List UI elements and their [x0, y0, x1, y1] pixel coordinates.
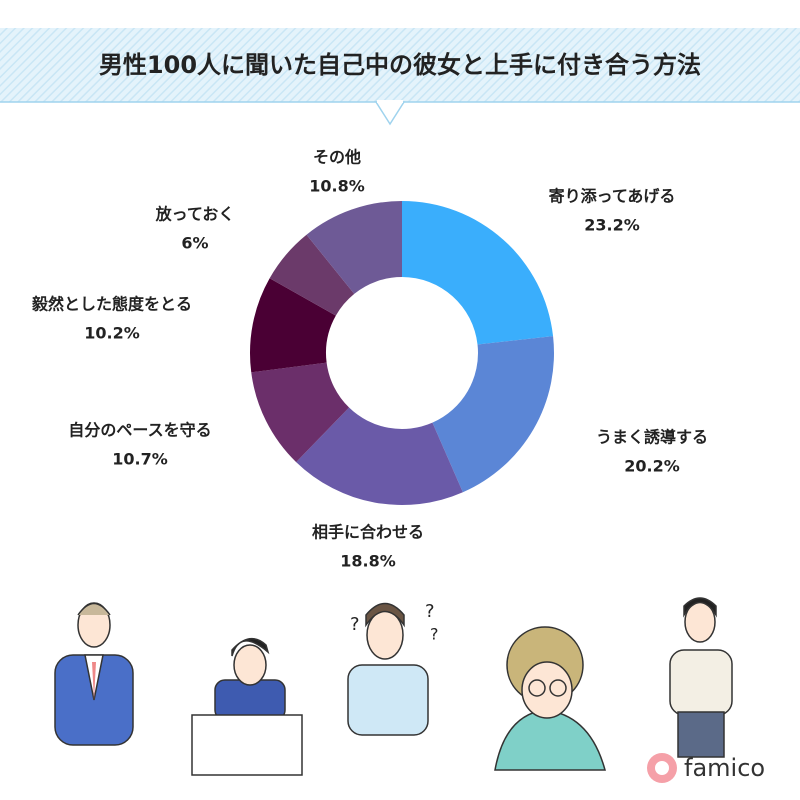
woman-glasses [494, 626, 606, 771]
value-label: 10.7% [112, 450, 168, 469]
category-label: 自分のペースを守る [68, 421, 211, 440]
donut [250, 201, 554, 505]
value-label: 18.8% [340, 552, 396, 571]
brand-logo: famico [647, 753, 765, 783]
brand-name: famico [684, 754, 765, 782]
category-label: 寄り添ってあげる [549, 187, 676, 206]
donut-segment [402, 201, 554, 345]
category-label: 放っておく [155, 205, 235, 224]
svg-text:?: ? [430, 625, 439, 644]
svg-text:?: ? [425, 601, 435, 622]
man-sign [191, 637, 303, 776]
donut-segment [250, 278, 336, 373]
value-label: 10.8% [309, 177, 365, 196]
illustrations: ? ? ? [54, 597, 733, 776]
title-banner [0, 28, 800, 126]
value-label: 6% [181, 234, 208, 253]
man-thinking: ? ? ? [347, 601, 439, 736]
donut-segment [432, 336, 554, 493]
donut-segment [296, 407, 463, 505]
value-label: 10.2% [84, 324, 140, 343]
category-label: 毅然とした態度をとる [31, 295, 192, 314]
donut-segment [251, 362, 350, 463]
man-sweater [669, 597, 733, 758]
donut-segment [306, 201, 402, 294]
value-label: 20.2% [624, 457, 680, 476]
svg-text:?: ? [350, 614, 360, 635]
category-label: うまく誘導する [596, 428, 708, 447]
chart-title: 男性100人に聞いた自己中の彼女と上手に付き合う方法 [99, 51, 701, 79]
donut-segment [269, 234, 355, 316]
category-label: 相手に合わせる [312, 523, 424, 542]
category-label: その他 [313, 148, 361, 167]
value-label: 23.2% [584, 216, 640, 235]
man-suit [54, 602, 134, 746]
